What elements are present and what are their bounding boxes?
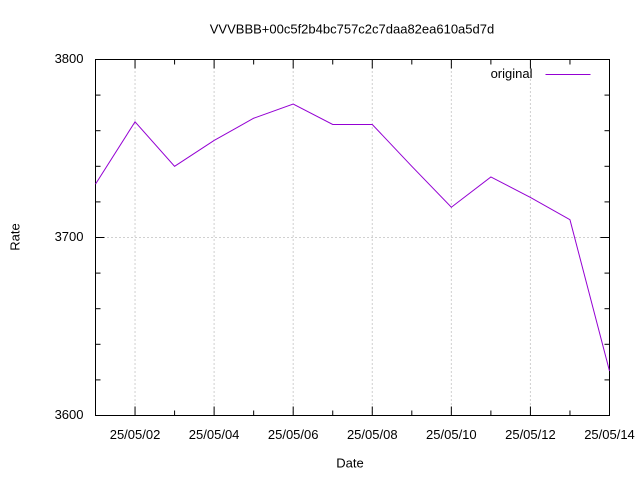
x-tick-label: 25/05/08 [347, 427, 398, 442]
legend-label: original [491, 66, 533, 81]
y-tick-label: 3700 [55, 229, 84, 244]
x-tick-label: 25/05/12 [505, 427, 556, 442]
x-tick-label: 25/05/10 [426, 427, 477, 442]
y-axis-label: Rate [7, 223, 22, 250]
y-tick-label: 3600 [55, 407, 84, 422]
y-tick-label: 3800 [55, 51, 84, 66]
x-tick-label: 25/05/14 [584, 427, 635, 442]
chart-title: VVVBBB+00c5f2b4bc757c2c7daa82ea610a5d7d [210, 21, 494, 36]
x-axis-label: Date [336, 455, 363, 470]
x-tick-label: 25/05/02 [110, 427, 161, 442]
line-series [95, 103, 610, 372]
plot-border [95, 59, 610, 416]
x-tick-label: 25/05/06 [268, 427, 319, 442]
x-tick-label: 25/05/04 [189, 427, 240, 442]
